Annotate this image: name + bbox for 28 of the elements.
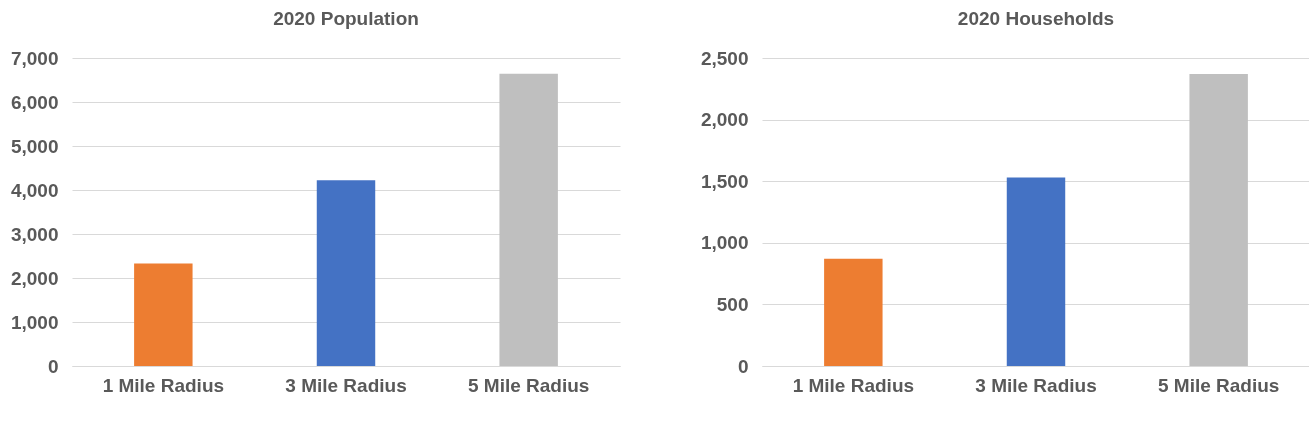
y-tick-label: 2,000 [700, 109, 749, 131]
y-tick-label: 2,500 [700, 47, 749, 69]
bar [1189, 74, 1248, 366]
chart-title: 2020 Households [957, 8, 1115, 29]
y-tick-label: 0 [47, 355, 59, 377]
x-tick-label: 1 Mile Radius [792, 374, 915, 396]
bar [1006, 177, 1066, 366]
x-tick-label: 5 Mile Radius [1157, 374, 1280, 396]
x-tick-label: 5 Mile Radius [467, 374, 590, 396]
y-tick-label: 1,000 [10, 311, 59, 333]
x-tick-label: 1 Mile Radius [102, 374, 225, 396]
bar [316, 180, 376, 366]
y-tick-label: 0 [737, 355, 749, 377]
x-tick-label: 3 Mile Radius [975, 374, 1097, 396]
bar [824, 258, 883, 366]
x-tick-label: 3 Mile Radius [285, 374, 407, 396]
bar [134, 263, 193, 366]
bar [499, 73, 558, 366]
chart-title: 2020 Population [273, 8, 419, 29]
y-tick-label: 2,000 [10, 267, 59, 289]
y-tick-label: 3,000 [10, 223, 59, 245]
y-tick-label: 6,000 [10, 91, 59, 113]
y-tick-label: 7,000 [10, 47, 59, 69]
y-tick-label: 1,500 [700, 170, 749, 192]
y-tick-label: 1,000 [700, 232, 749, 254]
y-tick-label: 500 [716, 293, 749, 315]
y-tick-label: 5,000 [10, 135, 59, 157]
y-tick-label: 4,000 [10, 179, 59, 201]
